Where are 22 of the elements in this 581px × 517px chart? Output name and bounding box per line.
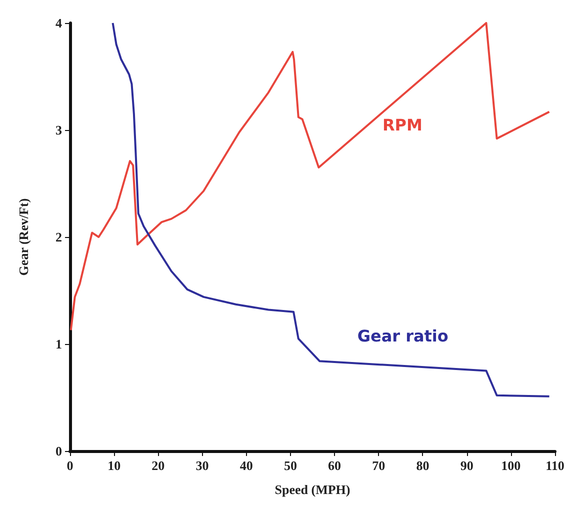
x-tick-label: 40 xyxy=(240,458,253,473)
x-tick-label: 70 xyxy=(372,458,386,473)
x-tick-label: 80 xyxy=(416,458,430,473)
x-tick-label: 100 xyxy=(501,458,521,473)
x-axis-title: Speed (MPH) xyxy=(274,482,350,497)
x-tick-label: 0 xyxy=(66,458,74,473)
y-tick-label: 2 xyxy=(56,230,62,244)
x-tick-label: 10 xyxy=(108,458,121,473)
y-axis-title: Gear (Rev/Ft) xyxy=(16,198,31,276)
series-label: RPM xyxy=(382,116,422,135)
x-tick-label: 20 xyxy=(152,458,165,473)
x-tick-label: 30 xyxy=(196,458,209,473)
x-tick-label: 60 xyxy=(328,458,342,473)
y-tick-label: 4 xyxy=(56,16,62,30)
y-tick-label: 3 xyxy=(56,122,62,138)
y-tick-label: 1 xyxy=(56,336,62,352)
x-tick-label: 50 xyxy=(284,458,297,473)
y-tick-label: 0 xyxy=(56,444,62,458)
x-tick-label: 90 xyxy=(460,458,474,473)
x-tick-label: 110 xyxy=(546,458,564,473)
line-series xyxy=(112,22,550,398)
series-label: Gear ratio xyxy=(357,326,448,346)
